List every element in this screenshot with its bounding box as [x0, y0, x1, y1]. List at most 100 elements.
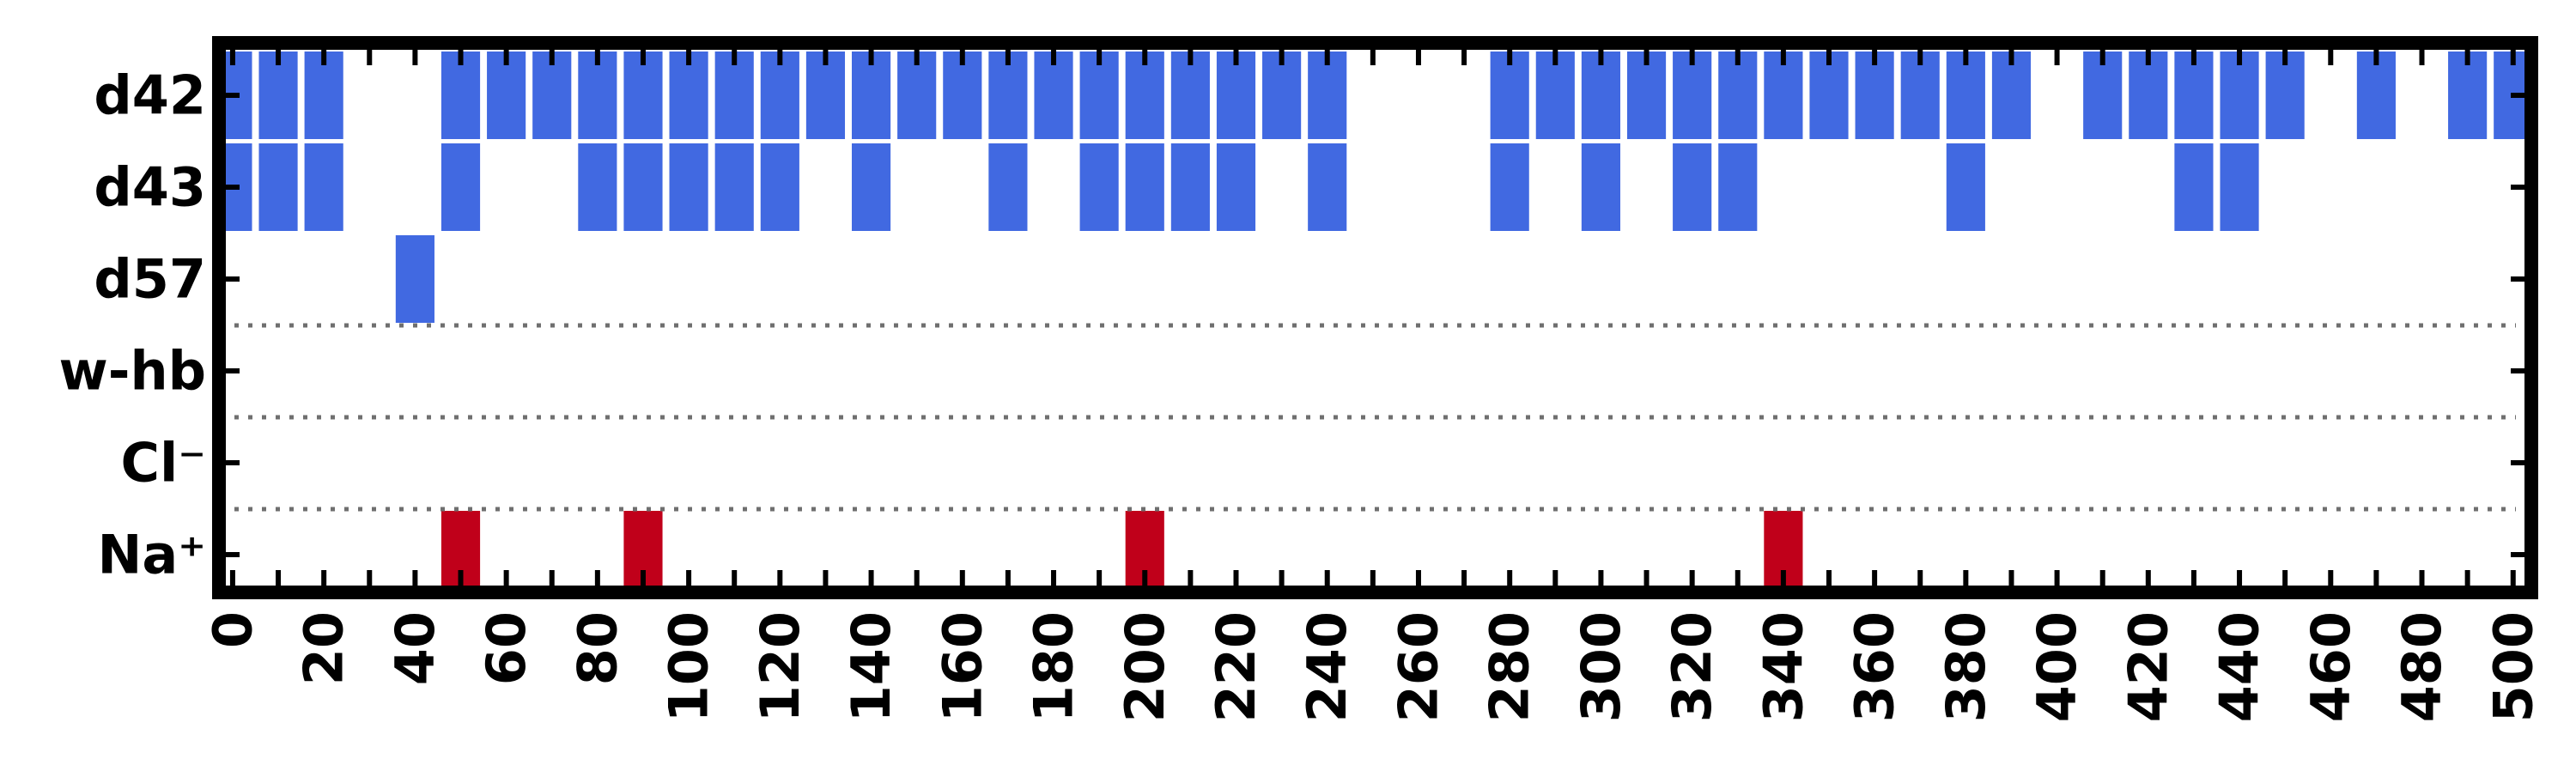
event-bar	[1718, 143, 1758, 231]
event-bar	[2448, 52, 2488, 139]
event-bar	[440, 143, 481, 231]
event-bar	[1490, 143, 1529, 231]
x-tick-label: 460	[2300, 611, 2362, 722]
y-tick-label: Cl⁻	[121, 432, 206, 495]
event-bar	[1308, 143, 1347, 231]
x-tick-label: 500	[2482, 611, 2544, 722]
x-tick-label: 200	[1114, 611, 1176, 722]
event-bar	[760, 143, 799, 231]
event-bar	[1262, 52, 1302, 139]
x-tick-label: 220	[1205, 611, 1267, 722]
event-bar	[1991, 52, 2032, 139]
event-bar	[1490, 52, 1529, 139]
event-bar	[1581, 143, 1621, 231]
event-bar	[1946, 52, 1985, 139]
event-bar	[2174, 52, 2214, 139]
x-tick-label: 180	[1023, 611, 1085, 722]
event-bar	[1125, 52, 1164, 139]
event-bar	[851, 143, 891, 231]
x-tick-label: 440	[2208, 611, 2271, 722]
event-bar	[760, 52, 799, 139]
event-bar	[1855, 52, 1894, 139]
event-bar	[1079, 143, 1119, 231]
y-tick-labels: d42 d43 d57 w-hb Cl⁻ Na⁺	[58, 64, 206, 586]
x-tick-label: 360	[1844, 611, 1906, 722]
event-bar	[395, 235, 434, 323]
event-bar	[1216, 143, 1256, 231]
x-tick-label: 420	[2117, 611, 2179, 722]
event-bar	[1535, 52, 1575, 139]
event-bar	[1900, 52, 1940, 139]
event-bar	[440, 52, 481, 139]
event-bar	[258, 143, 298, 231]
x-tick-label: 380	[1935, 611, 1997, 722]
event-bar	[2174, 143, 2214, 231]
x-tick-label: 40	[384, 611, 447, 685]
event-bar	[532, 52, 572, 139]
x-tick-label: 260	[1387, 611, 1449, 722]
y-tick-label: Na⁺	[98, 524, 206, 586]
x-tick-label: 80	[566, 611, 629, 685]
x-tick-label: 320	[1661, 611, 1723, 722]
event-bar	[2265, 52, 2305, 139]
x-tick-label: 280	[1479, 611, 1541, 722]
separators-layer	[234, 323, 2516, 512]
event-bar	[1034, 52, 1073, 139]
x-tick-label: 340	[1752, 611, 1814, 722]
x-tick-label: 0	[201, 611, 264, 648]
event-bar	[623, 52, 663, 139]
event-bar	[304, 52, 343, 139]
event-bar	[2220, 52, 2259, 139]
event-bar	[943, 52, 982, 139]
x-tick-label: 480	[2391, 611, 2453, 722]
x-tick-label: 100	[658, 611, 720, 722]
event-bar	[1946, 143, 1985, 231]
event-bar	[988, 52, 1028, 139]
x-tick-label: 160	[931, 611, 993, 722]
x-tick-label: 120	[749, 611, 811, 722]
event-bar	[2083, 52, 2123, 139]
event-bar	[714, 143, 754, 231]
event-bar	[2220, 143, 2259, 231]
event-bar	[578, 52, 617, 139]
event-bar	[1170, 52, 1210, 139]
event-bar	[669, 143, 708, 231]
y-tick-label: d57	[94, 248, 206, 311]
event-bar	[851, 52, 891, 139]
x-tick-label: 300	[1570, 611, 1632, 722]
bars-layer	[219, 52, 2531, 598]
event-bar	[714, 52, 754, 139]
x-tick-label: 400	[2026, 611, 2088, 722]
event-bar	[805, 52, 846, 139]
event-bar	[1079, 52, 1119, 139]
event-bar	[897, 52, 937, 139]
event-bar	[258, 52, 298, 139]
event-bar	[2356, 52, 2396, 139]
event-bar	[1626, 52, 1667, 139]
event-bar	[304, 143, 343, 231]
event-bar	[1581, 52, 1621, 139]
x-tick-label: 20	[293, 611, 355, 685]
event-bar	[1673, 52, 1712, 139]
event-bar	[1809, 52, 1849, 139]
y-tick-label: d42	[94, 64, 206, 127]
y-tick-label: d43	[94, 156, 206, 219]
event-bar	[578, 143, 617, 231]
event-bar	[1718, 52, 1758, 139]
event-bar	[2129, 52, 2168, 139]
x-tick-label: 60	[475, 611, 538, 685]
event-bar	[1125, 143, 1164, 231]
event-bar	[487, 52, 526, 139]
plot-frame	[212, 36, 2538, 599]
x-tick-label: 140	[840, 611, 902, 722]
event-bar	[988, 143, 1028, 231]
x-tick-labels: 0 20 40 60 80 100 120 140 160 180 200 220 240 260 280 3…	[201, 611, 2544, 722]
event-bar	[1308, 52, 1347, 139]
event-bar	[623, 143, 663, 231]
event-bar	[1764, 52, 1803, 139]
y-tick-label: w-hb	[58, 340, 206, 403]
event-bar	[1170, 143, 1210, 231]
event-bar	[1216, 52, 1256, 139]
